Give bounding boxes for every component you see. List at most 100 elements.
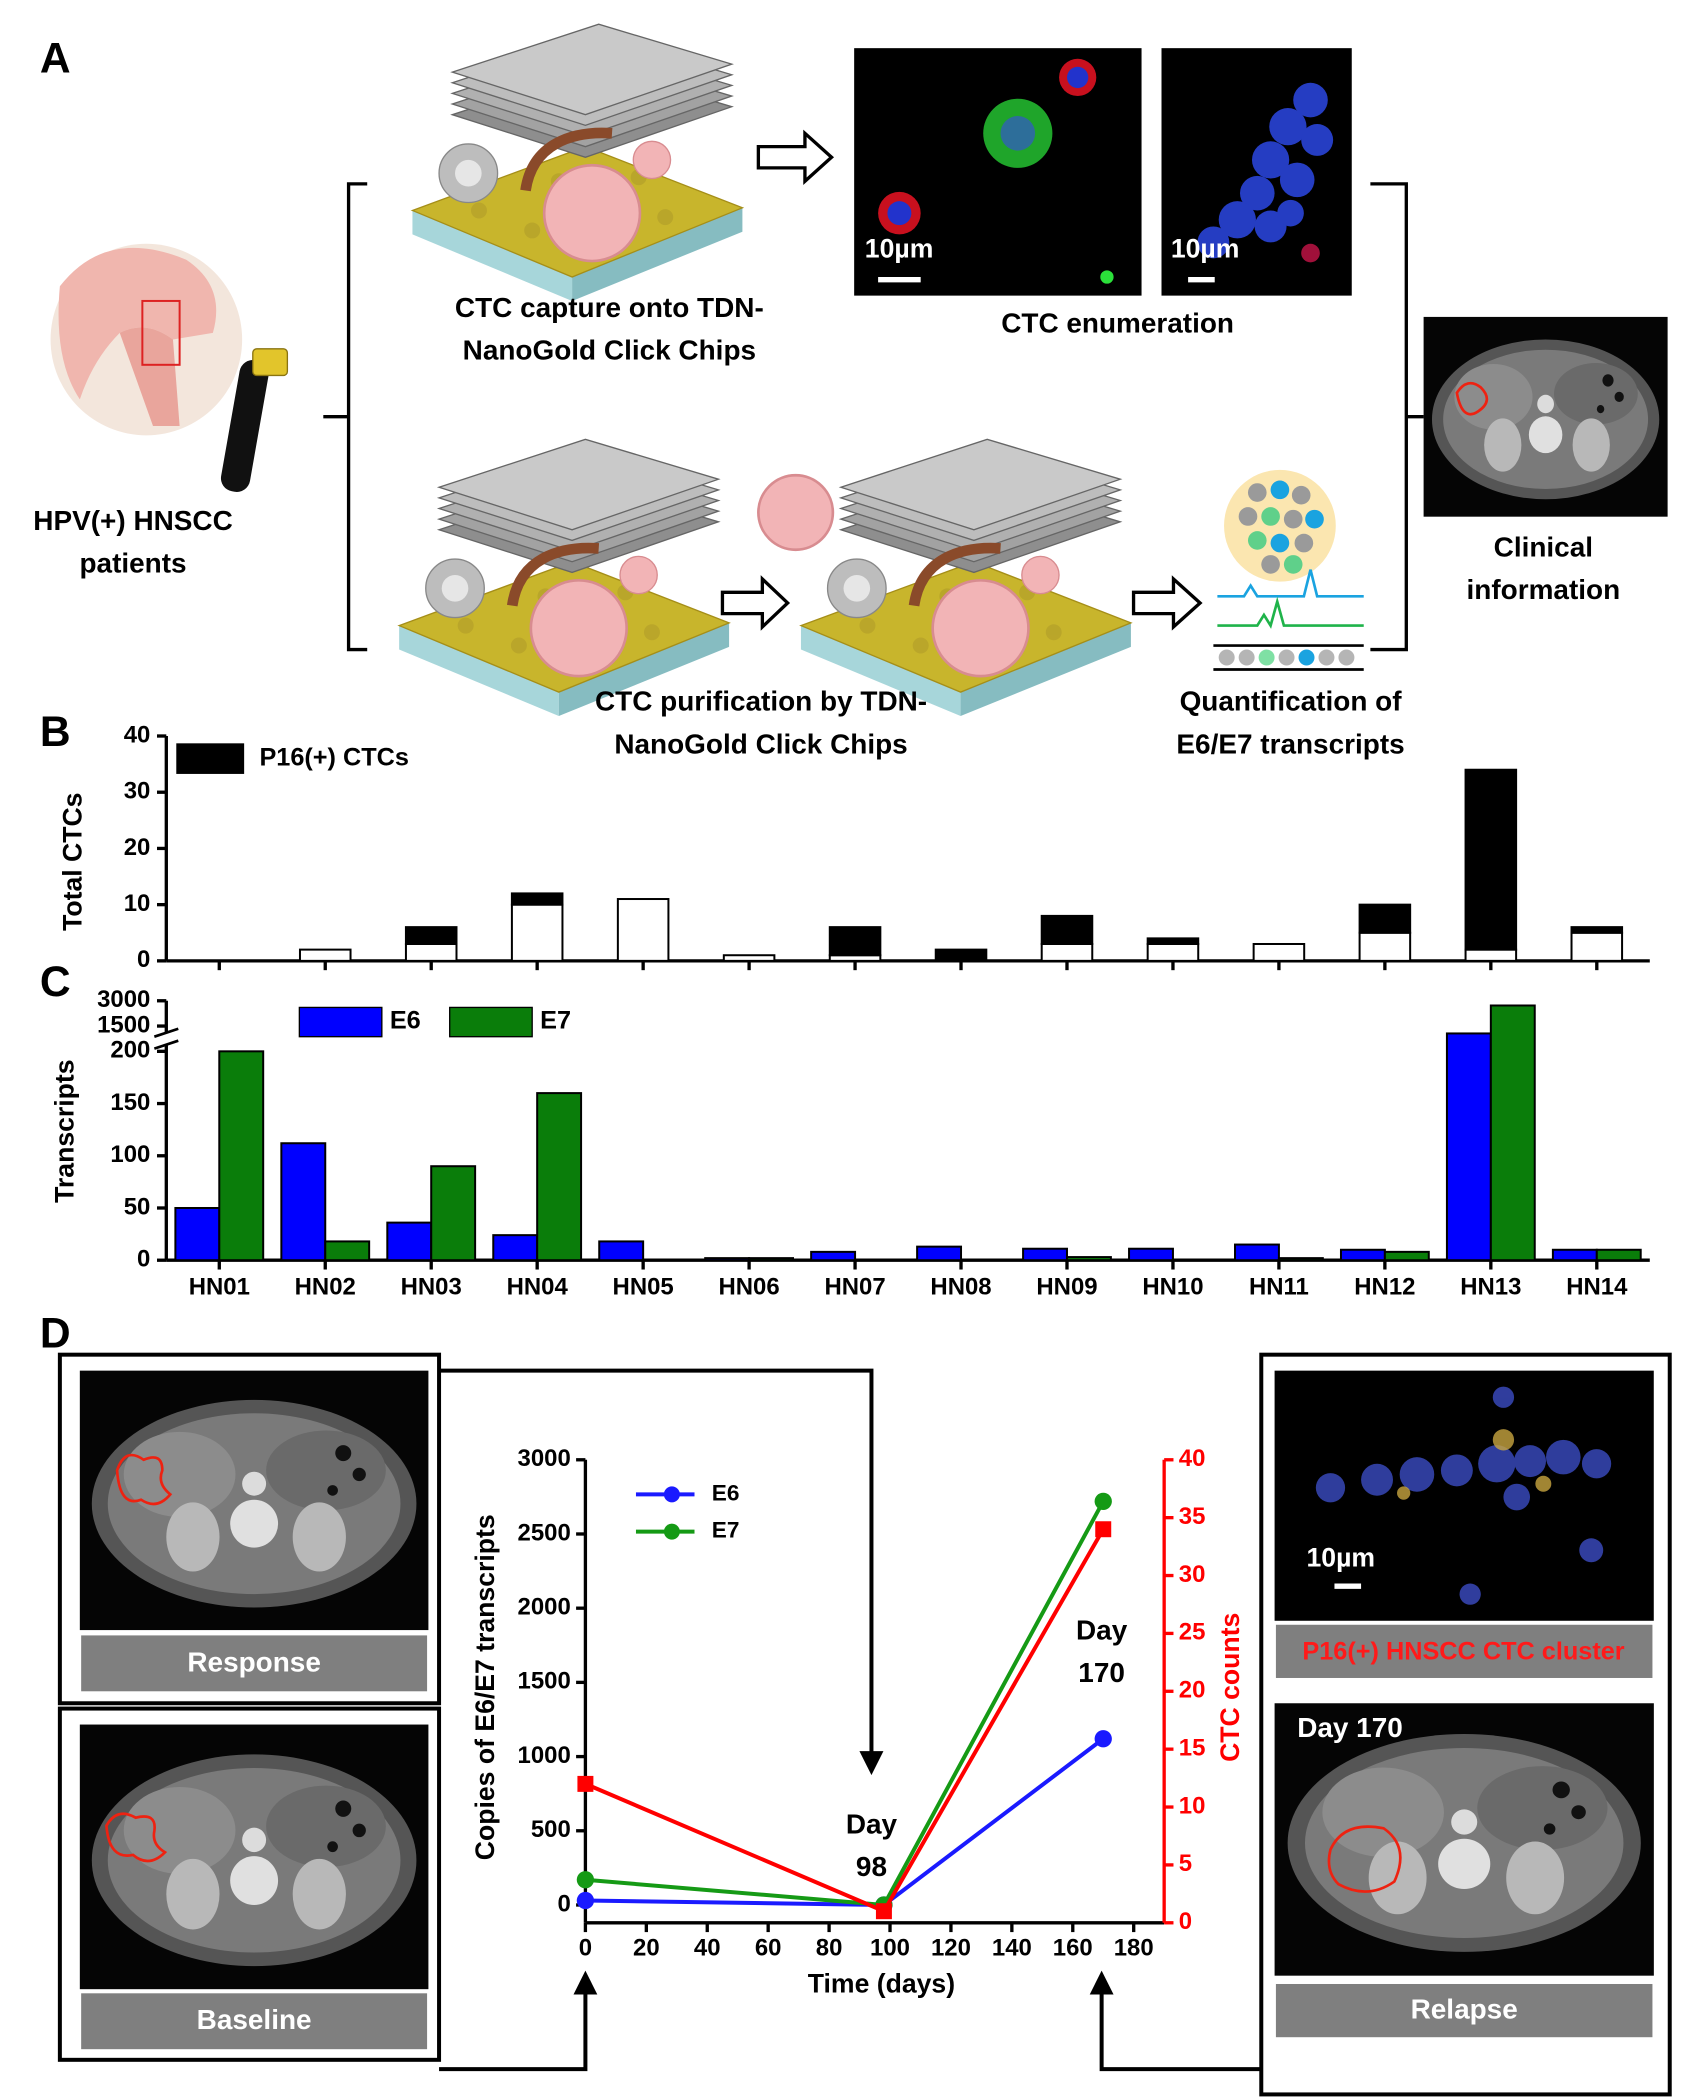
x-tick-label: 0 [579, 1935, 592, 1962]
illustration-part [1370, 182, 1424, 652]
x-tick-label: HN02 [295, 1273, 356, 1300]
bar [1277, 1257, 1324, 1262]
illustration-part [1238, 507, 1258, 526]
y-tick-label: 1500 [97, 1011, 150, 1038]
illustration-part [1291, 485, 1311, 505]
bar [916, 1245, 963, 1262]
illustration-part [1238, 480, 1324, 574]
illustration-part [1089, 1970, 1262, 2072]
x-tick-label: 120 [931, 1935, 971, 1962]
chip-illustration [412, 24, 742, 301]
y-tick-label: 100 [110, 1141, 150, 1168]
bar [510, 903, 564, 962]
x-tick-label: HN11 [1249, 1273, 1309, 1300]
bar [1065, 1256, 1112, 1262]
illustration-part [1279, 162, 1315, 198]
bar [174, 1206, 221, 1262]
tumor-outline [115, 1453, 173, 1506]
illustration-part [1259, 1352, 1672, 2097]
tumor-outline [1327, 1825, 1402, 1893]
annotation: Day 170 [1075, 1615, 1128, 1689]
y2-axis-label: CTC counts [1215, 1613, 1245, 1762]
y2-tick-label: 25 [1179, 1619, 1206, 1646]
illustration-part [1100, 270, 1114, 284]
illustration-part [1294, 533, 1314, 553]
y-tick-label: 1500 [518, 1668, 571, 1695]
bar [810, 1250, 857, 1262]
point [576, 1891, 595, 1910]
illustration-part [1535, 1475, 1552, 1492]
connector-arrow [439, 1368, 1262, 2072]
y-tick-label: 30 [124, 778, 151, 805]
x-axis-label: Time (days) [808, 1968, 955, 1998]
caption: HPV(+) HNSCC patients [33, 505, 233, 580]
illustration-part [1440, 1454, 1473, 1487]
bar [430, 1165, 477, 1262]
scale-bar-label: 10µm [865, 233, 934, 263]
caption: CTC purification by TDN-NanoGold Click C… [594, 686, 928, 760]
panel-label: A [40, 35, 71, 83]
microscopy-image [1274, 1370, 1654, 1621]
illustration-part [1361, 1463, 1394, 1496]
bar [1489, 1004, 1536, 1262]
x-tick-label: HN13 [1460, 1273, 1521, 1300]
bar [1464, 768, 1518, 951]
x-tick-label: HN05 [613, 1273, 674, 1300]
illustration-part [1546, 1439, 1581, 1475]
illustration-part [1396, 1429, 1552, 1500]
y2-tick-label: 0 [1179, 1908, 1192, 1935]
illustration-part [1283, 509, 1303, 529]
illustration-part [854, 48, 1142, 296]
annotation: Day 98 [845, 1809, 898, 1883]
illustration-part [439, 1970, 598, 2072]
illustration-part [323, 182, 368, 652]
illustration-part [1298, 649, 1315, 666]
label-box: Baseline [196, 2005, 312, 2036]
bar [536, 1092, 583, 1262]
illustration-part [1217, 596, 1364, 629]
illustration-part [1239, 175, 1275, 211]
illustration-part [1270, 533, 1290, 553]
y2-tick-label: 15 [1179, 1734, 1206, 1761]
illustration-part [1315, 1386, 1612, 1605]
image-label: Relapse [1410, 1994, 1518, 2026]
illustration-part [1217, 569, 1364, 598]
panel-label: C [40, 958, 71, 1006]
bar [1445, 1032, 1492, 1262]
bar [1252, 942, 1306, 962]
illustration-part [119, 327, 180, 427]
axis-break [158, 1032, 175, 1045]
ct-scan [79, 1724, 429, 1990]
y-tick-label: 200 [110, 1037, 150, 1064]
bar [1551, 1248, 1598, 1262]
illustration-part [1503, 1483, 1531, 1511]
image-label-bar [1273, 1981, 1656, 2040]
illustration-part [1399, 1457, 1435, 1492]
point [577, 1775, 594, 1792]
bracket [323, 182, 1424, 652]
point [1094, 1492, 1112, 1510]
bar [828, 926, 882, 957]
microscopy-image [854, 48, 1142, 296]
y-tick-label: 2000 [518, 1594, 571, 1621]
caption-box: Quantification of E6/E7 transcripts [1176, 687, 1404, 760]
y-tick-label: 0 [137, 1246, 150, 1273]
caption-box: CTC purification by TDN-NanoGold Click C… [594, 686, 928, 760]
image-label: Baseline [196, 2005, 312, 2036]
illustration-part [1197, 226, 1230, 259]
transcript-icon [1213, 469, 1364, 671]
x-tick-label: 160 [1053, 1935, 1093, 1962]
y2-tick-label: 30 [1179, 1561, 1206, 1588]
illustration-part [252, 348, 289, 377]
x-tick-label: 60 [755, 1935, 782, 1962]
tumor-outline [1455, 381, 1489, 416]
illustration-part [220, 360, 269, 492]
illustration-part [1478, 1445, 1516, 1483]
point [875, 1903, 892, 1920]
annotation-box: Day 170 [1075, 1615, 1128, 1689]
bar [1234, 1243, 1280, 1262]
bar [386, 1221, 433, 1262]
